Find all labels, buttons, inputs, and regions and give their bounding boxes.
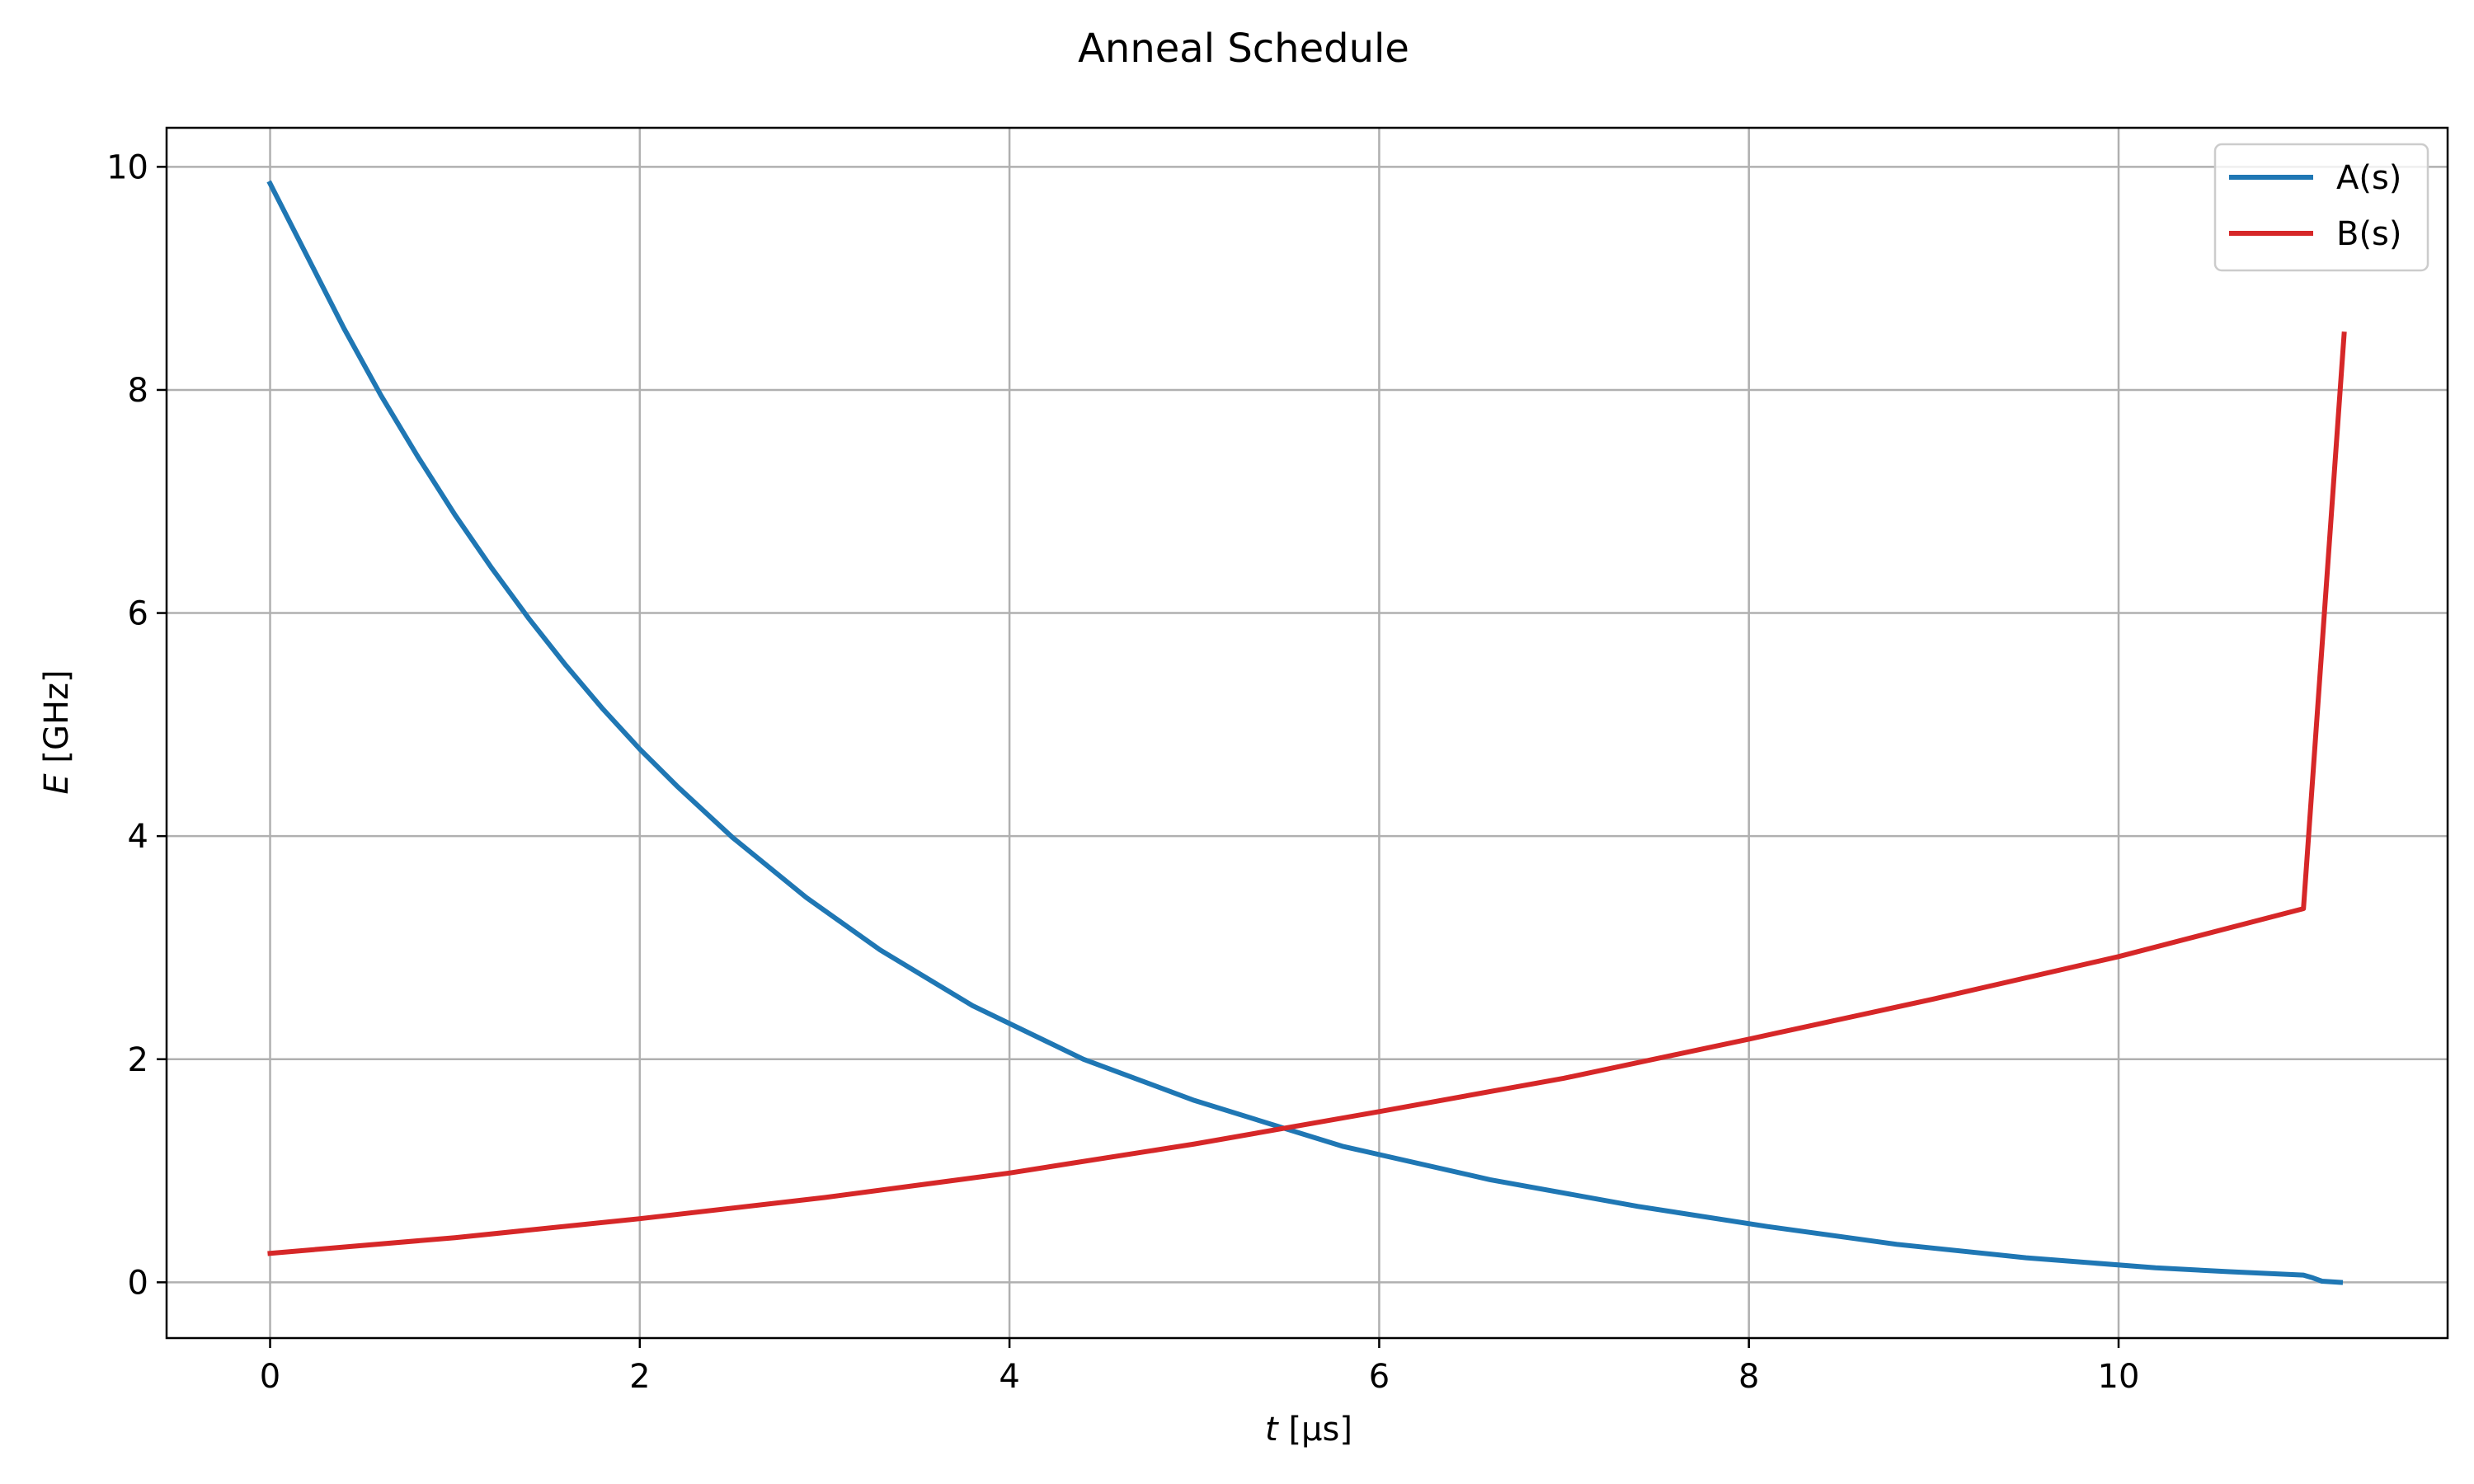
legend-label-b: B(s)	[2336, 215, 2402, 253]
y-axis-unit: [GHz]	[38, 669, 76, 773]
y-axis-label: E [GHz]	[38, 669, 76, 794]
series-line-b	[267, 331, 2347, 1256]
x-tick-label: 2	[629, 1358, 650, 1396]
x-tick-label: 0	[260, 1358, 280, 1396]
chart-title: Anneal Schedule	[1078, 26, 1409, 72]
legend-label-a: A(s)	[2336, 159, 2401, 197]
y-tick-label: 10	[106, 148, 148, 186]
x-axis-label: t [μs]	[1265, 1411, 1352, 1449]
y-tick-label: 2	[128, 1041, 148, 1079]
plot-area-border	[165, 126, 2449, 1340]
x-axis-variable: t	[1265, 1411, 1279, 1449]
x-tick-label: 6	[1369, 1358, 1390, 1396]
grid-lines	[167, 128, 2448, 1338]
axes-frame	[165, 126, 2449, 1340]
x-tick-label: 8	[1738, 1358, 1759, 1396]
y-axis-variable: E	[38, 773, 76, 795]
series-line-a	[266, 180, 2344, 1285]
legend: A(s) B(s)	[2213, 143, 2429, 272]
y-tick-label: 4	[128, 818, 148, 856]
axis-ticks: 0 2 4 6 8 10 0 2 4 6 8 10	[106, 148, 2139, 1396]
x-axis-unit: [μs]	[1278, 1411, 1352, 1449]
y-tick-label: 6	[128, 595, 148, 633]
series-layer	[266, 180, 2347, 1285]
x-tick-label: 10	[2098, 1358, 2140, 1396]
y-tick-label: 0	[128, 1264, 148, 1302]
x-tick-label: 4	[999, 1358, 1019, 1396]
y-tick-label: 8	[128, 372, 148, 410]
